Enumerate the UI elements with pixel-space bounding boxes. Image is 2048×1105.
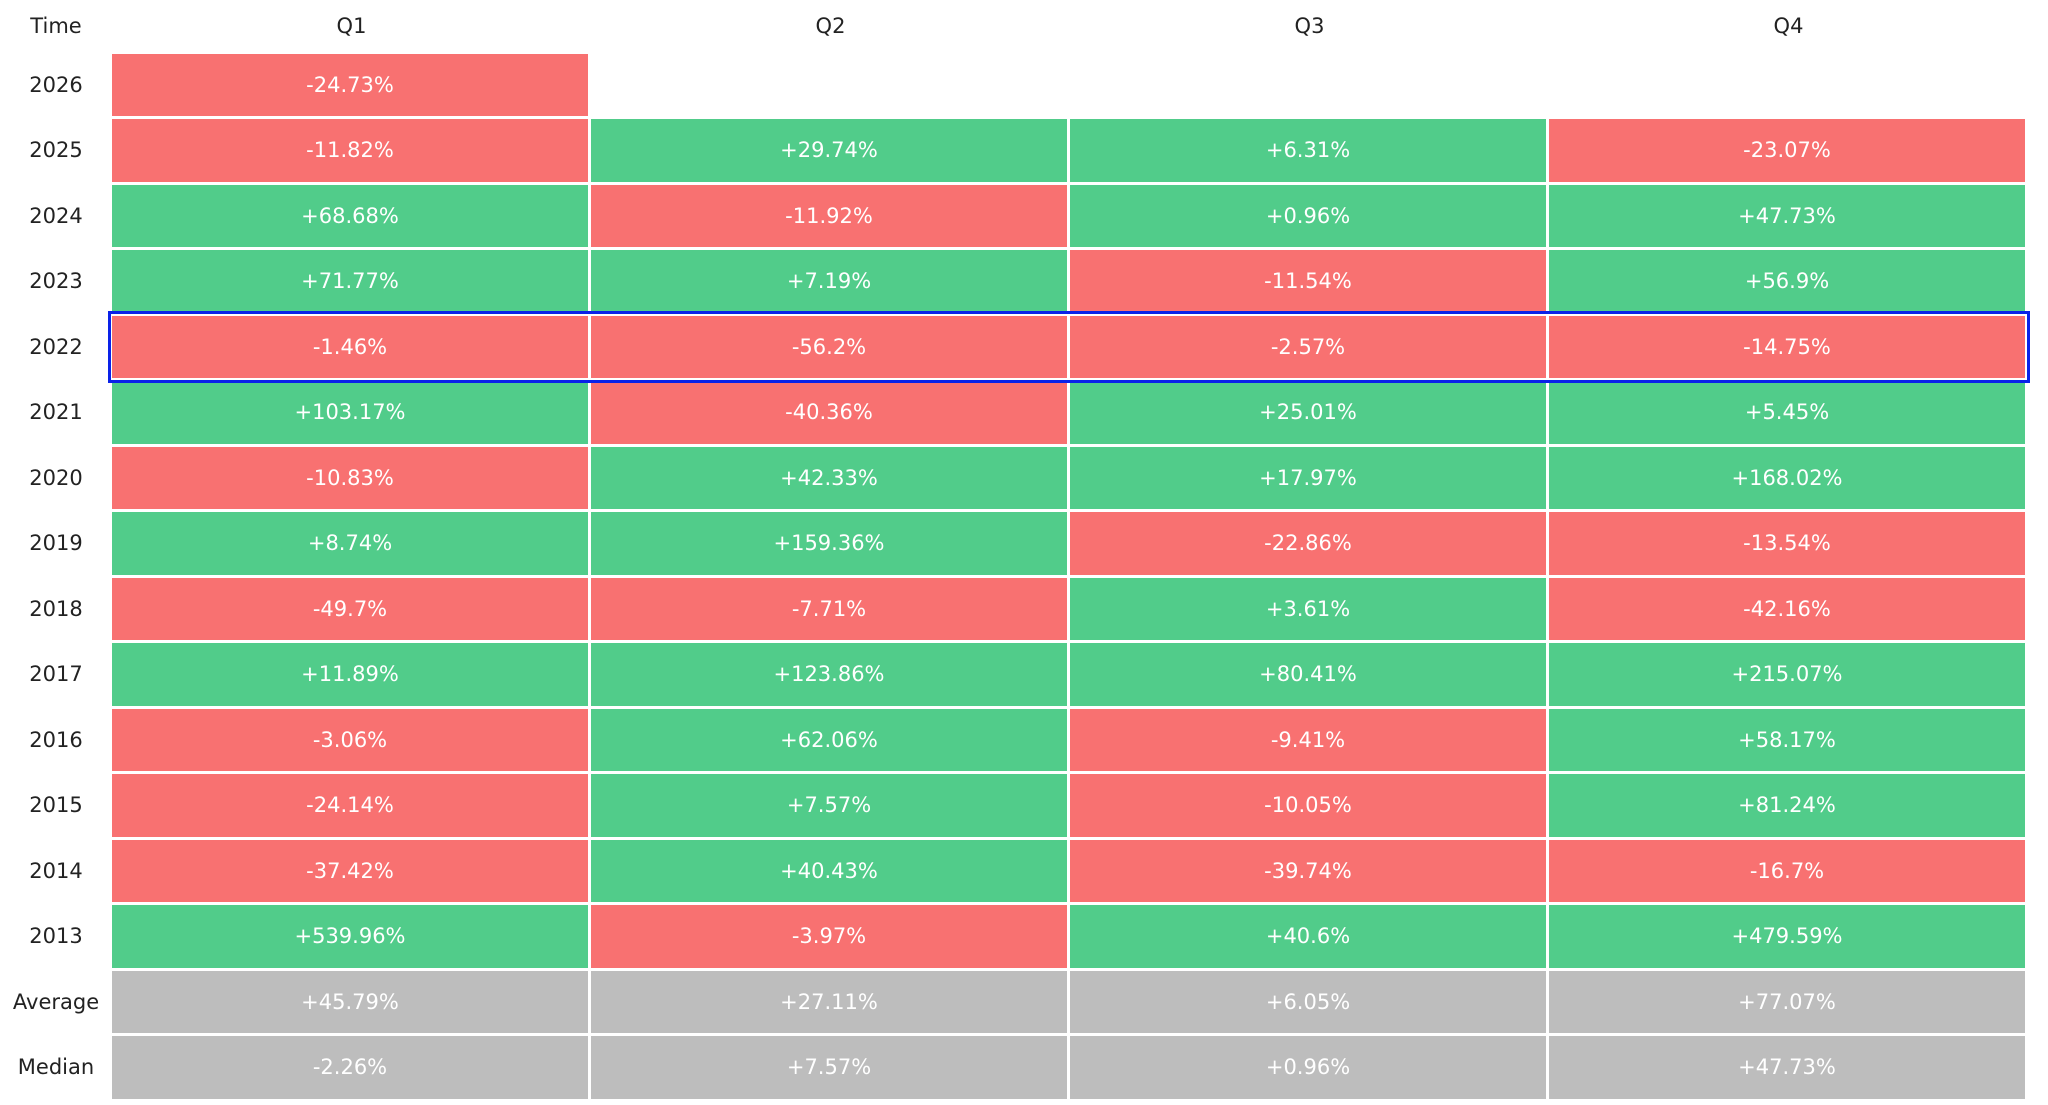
- value-cell: +0.96%: [1070, 184, 1546, 247]
- value-cell: -1.46%: [112, 315, 588, 378]
- value-cell: -24.73%: [112, 53, 588, 116]
- value-cell: -39.74%: [1070, 839, 1546, 902]
- value-cell: +479.59%: [1549, 905, 2025, 968]
- value-cell: +40.6%: [1070, 905, 1546, 968]
- value-cell: +42.33%: [591, 446, 1067, 509]
- value-cell: +29.74%: [591, 119, 1067, 182]
- value-cell: +5.45%: [1549, 381, 2025, 444]
- value-cell: -9.41%: [1070, 708, 1546, 771]
- value-cell: +0.96%: [1070, 1036, 1546, 1099]
- header-cell: Q2: [815, 14, 846, 38]
- value-cell: +80.41%: [1070, 643, 1546, 706]
- value-cell: -11.92%: [591, 184, 1067, 247]
- value-cell: -10.05%: [1070, 774, 1546, 837]
- value-cell: +8.74%: [112, 512, 588, 575]
- value-cell: +215.07%: [1549, 643, 2025, 706]
- value-cell: +7.57%: [591, 774, 1067, 837]
- value-cell: +168.02%: [1549, 446, 2025, 509]
- value-cell: +47.73%: [1549, 1036, 2025, 1099]
- row-label: 2018: [29, 596, 83, 621]
- value-cell: +45.79%: [112, 970, 588, 1033]
- value-cell: -3.97%: [591, 905, 1067, 968]
- value-cell: +40.43%: [591, 839, 1067, 902]
- value-cell: -3.06%: [112, 708, 588, 771]
- header-cell: Q1: [336, 14, 367, 38]
- value-cell: -42.16%: [1549, 577, 2025, 640]
- value-cell: +17.97%: [1070, 446, 1546, 509]
- value-cell: -14.75%: [1549, 315, 2025, 378]
- value-cell: +539.96%: [112, 905, 588, 968]
- value-cell: -11.54%: [1070, 250, 1546, 313]
- row-label: 2016: [29, 727, 83, 752]
- row-label: Average: [12, 989, 100, 1014]
- row-label: 2013: [29, 924, 83, 949]
- value-cell: +47.73%: [1549, 184, 2025, 247]
- row-label: 2026: [29, 72, 83, 97]
- value-cell: -2.57%: [1070, 315, 1546, 378]
- value-cell: -37.42%: [112, 839, 588, 902]
- value-cell: +7.19%: [591, 250, 1067, 313]
- value-cell: +27.11%: [591, 970, 1067, 1033]
- row-label: 2019: [29, 531, 83, 556]
- row-label: 2021: [29, 400, 83, 425]
- value-cell: -23.07%: [1549, 119, 2025, 182]
- value-cell: -16.7%: [1549, 839, 2025, 902]
- value-cell: -40.36%: [591, 381, 1067, 444]
- value-cell: +6.31%: [1070, 119, 1546, 182]
- row-label: 2015: [29, 793, 83, 818]
- value-cell: -2.26%: [112, 1036, 588, 1099]
- value-cell: +68.68%: [112, 184, 588, 247]
- value-cell: +58.17%: [1549, 708, 2025, 771]
- row-label: 2024: [29, 203, 83, 228]
- value-cell: +25.01%: [1070, 381, 1546, 444]
- value-cell: +3.61%: [1070, 577, 1546, 640]
- value-cell: +62.06%: [591, 708, 1067, 771]
- value-cell: +159.36%: [591, 512, 1067, 575]
- value-cell: +7.57%: [591, 1036, 1067, 1099]
- value-cell: +6.05%: [1070, 970, 1546, 1033]
- value-cell: -11.82%: [112, 119, 588, 182]
- value-cell: -49.7%: [112, 577, 588, 640]
- value-cell: +81.24%: [1549, 774, 2025, 837]
- row-label: Median: [17, 1055, 95, 1080]
- value-cell: -7.71%: [591, 577, 1067, 640]
- value-cell: +123.86%: [591, 643, 1067, 706]
- value-cell: +77.07%: [1549, 970, 2025, 1033]
- value-cell: +103.17%: [112, 381, 588, 444]
- header-cell: Q3: [1294, 14, 1325, 38]
- value-cell: +11.89%: [112, 643, 588, 706]
- header-cell: Time: [30, 14, 82, 38]
- value-cell: -56.2%: [591, 315, 1067, 378]
- row-label: 2025: [29, 138, 83, 163]
- row-label: 2017: [29, 662, 83, 687]
- value-cell: -22.86%: [1070, 512, 1546, 575]
- value-cell: +56.9%: [1549, 250, 2025, 313]
- row-label: 2014: [29, 858, 83, 883]
- row-label: 2020: [29, 465, 83, 490]
- value-cell: -24.14%: [112, 774, 588, 837]
- row-label: 2023: [29, 269, 83, 294]
- header-cell: Q4: [1773, 14, 1804, 38]
- value-cell: -13.54%: [1549, 512, 2025, 575]
- value-cell: +71.77%: [112, 250, 588, 313]
- row-label: 2022: [29, 334, 83, 359]
- value-cell: -10.83%: [112, 446, 588, 509]
